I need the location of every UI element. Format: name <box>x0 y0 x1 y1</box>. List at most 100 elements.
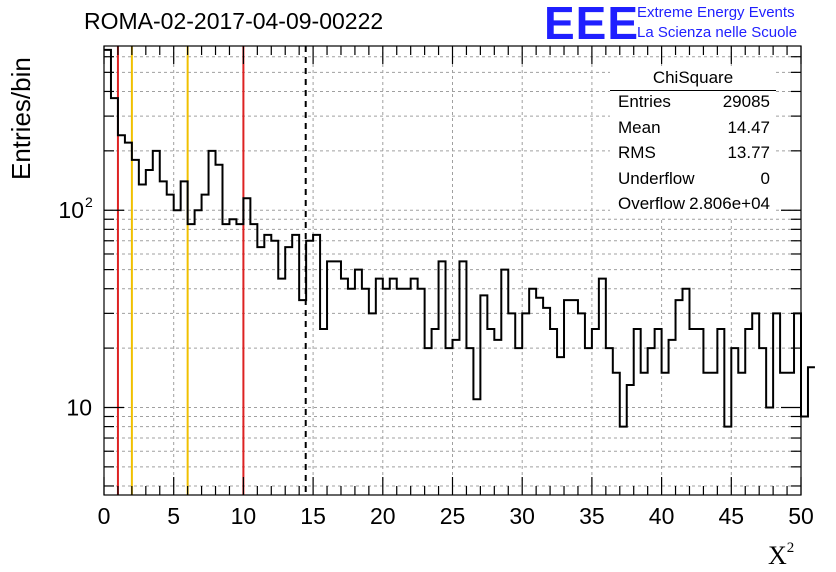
stats-key: RMS <box>618 143 656 162</box>
logo-line-1: Extreme Energy Events <box>637 4 795 21</box>
histogram-bin <box>648 347 655 349</box>
histogram-bin <box>731 347 738 349</box>
stats-key: Underflow <box>618 168 695 188</box>
histogram-outline <box>104 48 815 428</box>
histogram-bin <box>683 288 690 290</box>
histogram-bin <box>494 339 501 341</box>
stats-row-overflow: Overflow 2.806e+04 <box>610 192 776 218</box>
histogram-bin <box>195 209 202 211</box>
x-tick-label: 10 <box>231 503 257 529</box>
histogram-bin <box>473 398 480 400</box>
histogram-bin <box>202 194 209 196</box>
histogram-bin <box>808 366 815 368</box>
stats-value: 14.47 <box>727 117 770 137</box>
histogram-bin <box>780 372 787 374</box>
stats-value: 2.806e+04 <box>689 194 770 213</box>
histogram-bin <box>160 180 167 182</box>
histogram-bin <box>515 347 522 349</box>
histogram-bin <box>571 299 578 301</box>
histogram-bin <box>411 278 418 280</box>
histogram-bin <box>390 278 397 280</box>
y-tick-label: 10 <box>58 197 84 223</box>
histogram-bin <box>306 240 313 242</box>
histogram-bin <box>676 299 683 301</box>
histogram-bin <box>766 406 773 408</box>
histogram-bin <box>710 372 717 374</box>
histogram-bin <box>801 416 808 418</box>
histogram-bin <box>216 164 223 166</box>
stats-value: 0 <box>760 168 770 188</box>
y-axis-label: Entries/bin <box>6 57 36 180</box>
histogram-bin <box>787 372 794 374</box>
histogram-bin <box>299 299 306 301</box>
histogram-bin <box>250 223 257 225</box>
histogram-bin <box>585 347 592 349</box>
histogram-bin <box>153 150 160 152</box>
stats-row-entries: Entries 29085 <box>610 90 776 116</box>
histogram-bin <box>243 197 250 199</box>
histogram-bin <box>362 288 369 290</box>
histogram-bin <box>613 372 620 374</box>
histogram-bin <box>738 372 745 374</box>
x-tick-label: 45 <box>719 503 745 529</box>
histogram-bin <box>620 426 627 428</box>
histogram-bin <box>557 356 564 358</box>
histogram-bin <box>425 347 432 349</box>
histogram-bin <box>432 328 439 330</box>
histogram-bin <box>564 299 571 301</box>
stats-value: 13.77 <box>727 143 770 162</box>
histogram-bin <box>118 134 125 136</box>
x-tick-label: 20 <box>370 503 396 529</box>
histogram-bin <box>125 142 132 144</box>
x-tick-label: 15 <box>300 503 326 529</box>
histogram-bin <box>543 307 550 309</box>
histogram-bin <box>773 312 780 314</box>
x-tick-label: 5 <box>167 503 180 529</box>
histogram-bin <box>222 223 229 225</box>
eee-logo-mark: EEE <box>544 0 640 49</box>
histogram-bin <box>522 312 529 314</box>
stats-key: Mean <box>618 117 661 137</box>
histogram-bin <box>188 223 195 225</box>
stats-key: Entries <box>618 92 671 111</box>
histogram-bin <box>132 159 139 161</box>
histogram-bin <box>348 288 355 290</box>
stats-value: 29085 <box>722 92 770 111</box>
histogram-bin <box>285 246 292 248</box>
histogram-bin <box>418 288 425 290</box>
histogram-bin <box>229 218 236 220</box>
histogram-bin <box>327 260 334 262</box>
histogram-bin <box>341 278 348 280</box>
histogram-bin <box>181 180 188 182</box>
histogram-bin <box>599 278 606 280</box>
x-axis-label: X2 <box>768 540 794 571</box>
histogram-bin <box>459 260 466 262</box>
histogram-bin <box>606 347 613 349</box>
histogram-bin <box>397 288 404 290</box>
histogram-series <box>104 48 815 428</box>
histogram-bin <box>466 347 473 349</box>
y-tick-label: 10 <box>66 394 92 420</box>
histogram-bin <box>592 328 599 330</box>
histogram-bin <box>529 288 536 290</box>
chart-title: ROMA-02-2017-04-09-00222 <box>84 8 384 34</box>
x-tick-label: 0 <box>98 503 111 529</box>
stats-divider <box>610 90 776 91</box>
histogram-bin <box>236 223 243 225</box>
histogram-bin <box>627 384 634 386</box>
stats-row-rms: RMS 13.77 <box>610 141 776 167</box>
histogram-bin <box>717 328 724 330</box>
histogram-bin <box>264 234 271 236</box>
histogram-bin <box>313 234 320 236</box>
histogram-bin <box>536 297 543 299</box>
histogram-bin <box>508 312 515 314</box>
axis-ticks <box>103 46 802 495</box>
histogram-bin <box>167 194 174 196</box>
histogram-bin <box>271 240 278 242</box>
histogram-bin <box>745 328 752 330</box>
histogram-bin <box>578 312 585 314</box>
histogram-bin <box>209 150 216 152</box>
x-axis-label-superscript: 2 <box>786 540 795 556</box>
